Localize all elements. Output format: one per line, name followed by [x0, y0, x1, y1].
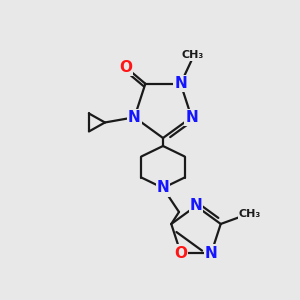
- Text: O: O: [119, 59, 132, 74]
- Text: O: O: [174, 245, 187, 260]
- Text: N: N: [190, 199, 202, 214]
- Text: CH₃: CH₃: [239, 209, 261, 219]
- Text: N: N: [185, 110, 198, 125]
- Text: N: N: [157, 181, 169, 196]
- Text: CH₃: CH₃: [181, 50, 204, 60]
- Text: N: N: [205, 245, 218, 260]
- Text: N: N: [128, 110, 141, 125]
- Text: N: N: [174, 76, 187, 91]
